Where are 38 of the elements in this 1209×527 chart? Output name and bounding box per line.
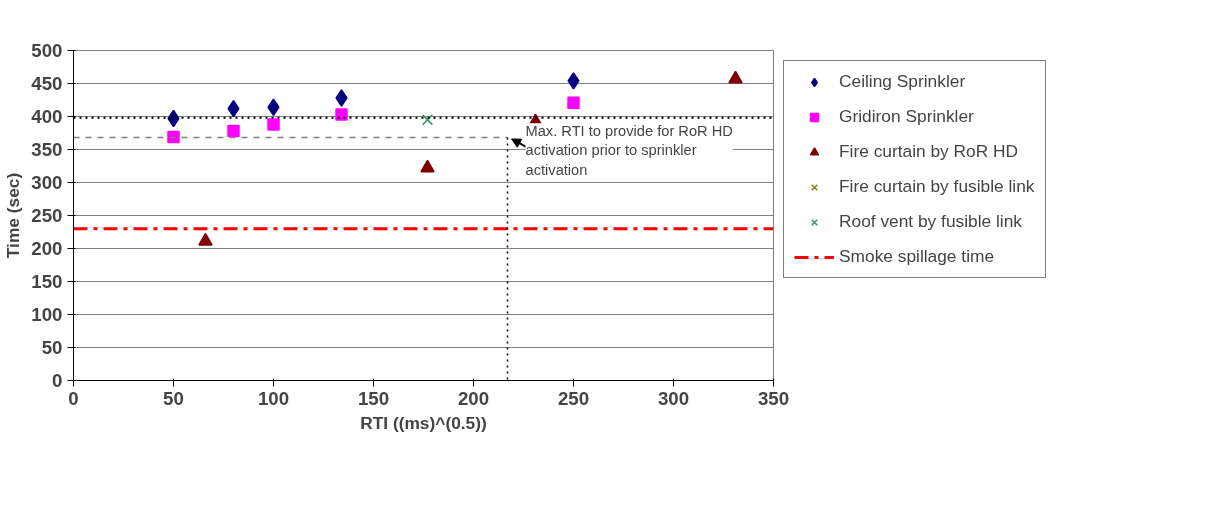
x-tick-label: 0 — [68, 387, 79, 409]
point — [567, 96, 580, 109]
x-tick-label: 150 — [357, 387, 390, 409]
y-axis-title: Time (sec) — [3, 172, 24, 259]
y-tick-label: 0 — [52, 370, 63, 391]
x-tick-label: 50 — [163, 387, 184, 409]
x-tick-label: 350 — [757, 387, 790, 409]
point — [567, 72, 580, 90]
legend-label: Fire curtain by fusible link — [839, 176, 1035, 197]
x-tick-label: 200 — [457, 387, 490, 409]
point — [198, 232, 213, 246]
y-tick-label: 450 — [31, 73, 63, 94]
y-tick-label: 50 — [41, 337, 63, 358]
legend-label: Ceiling Sprinkler — [839, 71, 966, 92]
annotation: Max. RTI to provide for RoR HD activation prior to sprinkler activation — [525, 123, 733, 178]
point — [335, 89, 348, 107]
y-tick-label: 350 — [31, 139, 63, 160]
legend-label: Roof vent by fusible link — [839, 211, 1023, 232]
point — [227, 124, 240, 138]
y-tick-label: 100 — [31, 304, 63, 325]
y-tick-label: 150 — [31, 271, 63, 292]
point — [167, 130, 180, 144]
legend-label: Gridiron Sprinkler — [839, 106, 974, 127]
x-axis-title: RTI ((ms)^(0.5)) — [360, 412, 487, 433]
x-tick-label: 300 — [657, 387, 690, 409]
point — [335, 108, 348, 121]
y-tick-label: 500 — [31, 40, 63, 61]
y-tick-label: 300 — [31, 172, 63, 193]
legend-label: Smoke spillage time — [839, 246, 995, 267]
x-tick-label: 250 — [557, 387, 590, 409]
point — [421, 114, 434, 126]
point — [420, 159, 435, 173]
y-tick-label: 400 — [31, 106, 63, 127]
legend-label: Fire curtain by RoR HD — [839, 141, 1019, 162]
point — [267, 118, 280, 131]
y-tick-label: 200 — [31, 238, 63, 259]
x-tick-label: 100 — [257, 387, 290, 409]
y-tick-label: 250 — [31, 205, 63, 226]
